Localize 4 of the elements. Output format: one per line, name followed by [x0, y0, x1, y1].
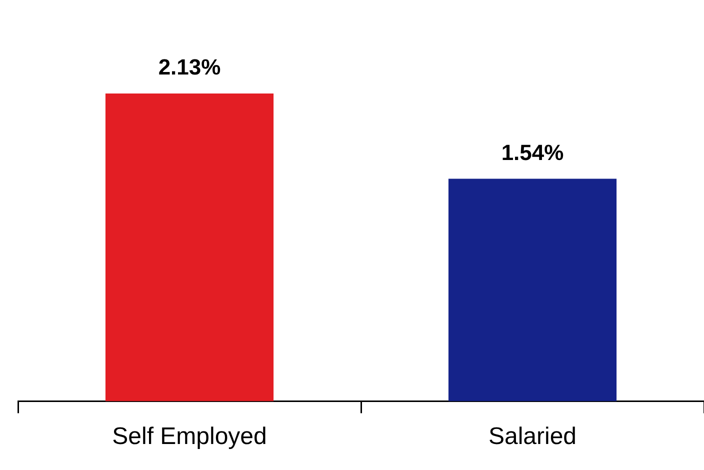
data-label: 2.13%: [158, 54, 221, 80]
data-label: 1.54%: [501, 140, 564, 165]
x-tick-label: Salaried: [488, 423, 577, 450]
x-tick-label: Self Employed: [112, 423, 267, 450]
